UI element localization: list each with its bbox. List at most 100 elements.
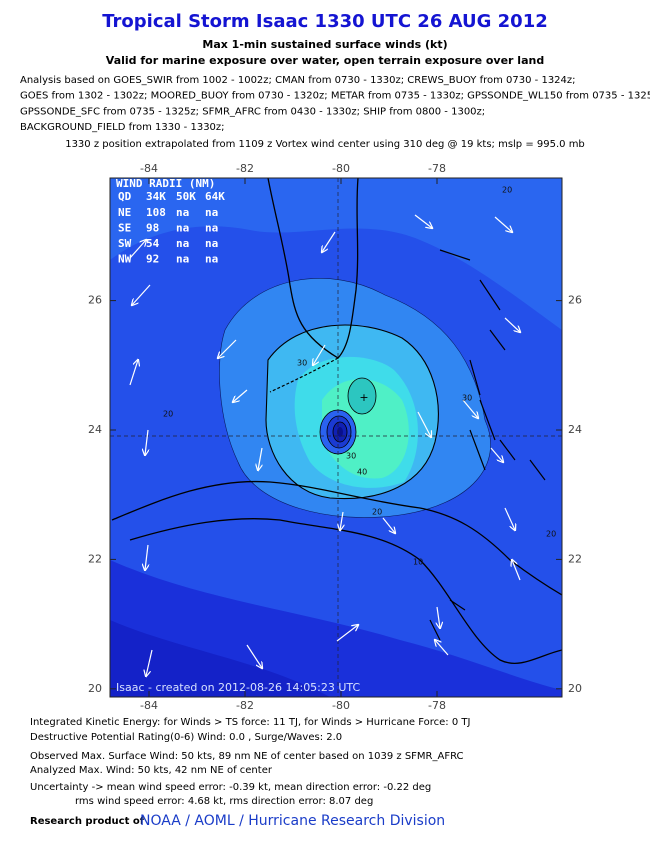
radii-cell: na [176,206,189,219]
wind-arrow [246,644,262,668]
y-tick-label: 24 [88,423,102,436]
wind-arrow [340,511,343,530]
contour-label: 20 [546,530,556,539]
wind-arrow [504,507,515,530]
summary: Integrated Kinetic Energy: for Winds > T… [30,717,470,807]
wind-arrow [322,231,336,252]
x-tick-label: -82 [236,162,254,175]
wind-arrow [336,625,358,642]
contour-label: 20 [372,508,382,517]
summary-line: Integrated Kinetic Energy: for Winds > T… [30,717,470,728]
radii-cell: na [205,206,218,219]
wind-arrow [129,240,146,259]
summary-line: rms wind speed error: 4.68 kt, rms direc… [75,796,373,807]
wind-radii-table: QD 34K 50K 64K NE 108 na na SE 98 na na SW 54 na na NW 92… [118,190,225,266]
wind-arrow [132,284,151,305]
wind-arrows [129,214,521,676]
wind-arrow [145,429,148,455]
wind-arrow [437,606,440,628]
bahamas-islands [429,249,546,641]
wind-arrow [512,560,521,581]
radii-cell: na [205,253,218,266]
x-tick-label: -78 [428,699,446,712]
credit: Isaac - created on 2012-08-26 14:05:23 U… [116,681,361,694]
y-tick-label: 20 [88,682,102,695]
position-note: 1330 z position extrapolated from 1109 z… [65,139,585,150]
summary-line: Analyzed Max. Wind: 50 kts, 42 nm NE of … [30,765,273,776]
x-tick-label: -80 [332,162,350,175]
radii-cell: NW [118,253,132,266]
contour-band [347,377,377,415]
radii-header: 34K [146,190,166,203]
summary-line: Destructive Potential Rating(0-6) Wind: … [30,732,342,743]
contour-label: 30 [462,394,472,403]
contour-label: 10 [413,558,423,567]
analysis-line: GPSSONDE_SFC from 0735 - 1325z; SFMR_AFR… [20,106,485,117]
wind-arrow [504,317,520,332]
wind-arrow [490,447,503,462]
summary-line: Uncertainty -> mean wind speed error: -0… [30,782,431,793]
wind-arrow [129,360,138,386]
wind-arrow [417,411,431,437]
radii-cell: NE [118,206,131,219]
wind-arrow [414,214,432,228]
contour-band [110,178,562,330]
radii-cell: 108 [146,206,166,219]
wind-arrow [145,544,148,570]
radii-cell: na [176,237,189,250]
cuba-south-coast [129,518,562,664]
radii-cell: SE [118,222,131,235]
radii-cell: 54 [146,237,160,250]
radii-cell: na [205,222,218,235]
x-tick-label: -84 [140,699,158,712]
radii-cell: 92 [146,253,159,266]
analysis-line: GOES from 1302 - 1302z; MOORED_BUOY from… [20,91,650,102]
wind-arrow [258,447,262,470]
analysis-line: Analysis based on GOES_SWIR from 1002 - … [20,75,576,86]
y-tick-label: 26 [88,294,102,307]
title: Tropical Storm Isaac 1330 UTC 26 AUG 201… [102,11,548,32]
y-tick-label: 20 [568,682,582,695]
y-tick-label: 26 [568,294,582,307]
wind-arrow [146,649,153,676]
analysis-lines: Analysis based on GOES_SWIR from 1002 - … [20,75,650,133]
wind-arrow [494,216,512,232]
wind-arrow [313,344,326,365]
florida-keys [269,357,339,393]
contour-band [322,378,409,479]
contour-label: 20 [502,186,512,195]
contour-label: 20 [163,410,173,419]
radii-cell: 98 [146,222,159,235]
wind-arrow [435,640,449,656]
radii-header: QD [118,190,132,203]
radii-header: 64K [205,190,225,203]
radii-cell: na [176,253,189,266]
x-tick-label: -78 [428,162,446,175]
y-tick-label: 24 [568,423,582,436]
analysis-line: BACKGROUND_FIELD from 1330 - 1330z; [20,122,225,133]
wind-arrow [218,339,237,358]
x-tick-label: -84 [140,162,158,175]
y-tick-label: 22 [88,552,102,565]
radii-header: 50K [176,190,196,203]
x-tick-label: -80 [332,699,350,712]
subtitle: Max 1-min sustained surface winds (kt) [202,38,447,51]
radii-cell: SW [118,237,132,250]
contour-label: 30 [346,452,356,461]
footer-link[interactable]: NOAA / AOML / Hurricane Research Divisio… [140,813,445,829]
contour-band [110,620,330,697]
contour-label: 30 [297,359,307,368]
contour-band [337,427,343,437]
wind-arrow [382,517,395,533]
wind-radii-title: WIND RADII (NM) [116,177,215,190]
contour-label: 40 [357,468,367,477]
summary-line: Observed Max. Surface Wind: 50 kts, 89 n… [30,751,464,762]
wind-arrow [462,399,478,418]
map-ticks: -84 -84 -82 -82 -80 -80 -78 -78 26 26 24 24 22 22 20 20 [88,162,582,712]
exposure: Valid for marine exposure over water, op… [106,54,544,67]
wind-arrow [233,389,248,402]
radii-cell: na [205,237,218,250]
